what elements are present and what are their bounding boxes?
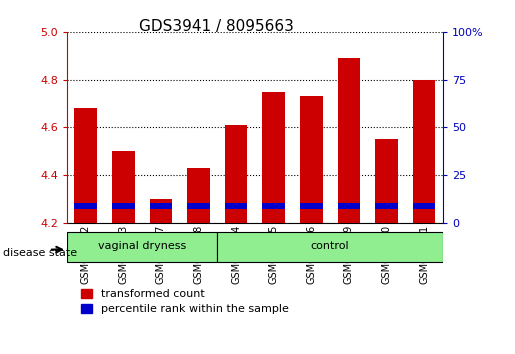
FancyBboxPatch shape [217,232,443,262]
Bar [338,203,360,209]
Bar [225,203,247,209]
Bar [187,168,210,223]
Bar [413,80,435,223]
Text: control: control [311,241,349,251]
Bar [338,58,360,223]
Bar [225,125,247,223]
Bar [112,203,134,209]
Bar [150,199,172,223]
Bar [187,203,210,209]
Bar [375,139,398,223]
Bar [413,203,435,209]
Bar [263,92,285,223]
FancyBboxPatch shape [67,232,217,262]
Text: GDS3941 / 8095663: GDS3941 / 8095663 [139,19,294,34]
Bar [75,108,97,223]
Text: disease state: disease state [3,248,77,258]
Legend: transformed count, percentile rank within the sample: transformed count, percentile rank withi… [81,289,288,314]
Bar [150,203,172,209]
Text: vaginal dryness: vaginal dryness [98,241,186,251]
Bar [263,203,285,209]
Bar [112,151,134,223]
Bar [75,203,97,209]
Bar [300,203,322,209]
Bar [375,203,398,209]
Bar [300,96,322,223]
